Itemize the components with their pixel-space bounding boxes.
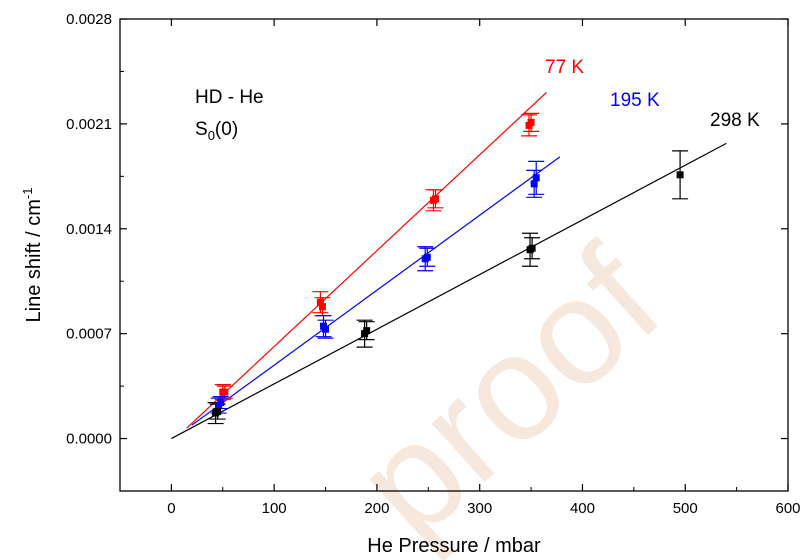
x-tick-label: 0: [167, 500, 175, 517]
fit-line: [171, 142, 727, 440]
data-point: [423, 253, 431, 261]
series-labels: 77 K 195 K 298 K: [545, 57, 760, 131]
data-point: [363, 327, 371, 335]
x-tick-label: 300: [467, 500, 492, 517]
y-axis-title-main: Line shift / cm: [23, 199, 45, 322]
annotation-transition-rest: (0): [215, 119, 238, 140]
y-tick-label: 0.0000: [66, 431, 112, 448]
y-tick-label: 0.0007: [66, 326, 112, 343]
data-point: [527, 118, 535, 126]
y-tick-labels: 0.0000 0.0007 0.0014 0.0021 0.0028: [66, 11, 112, 448]
data-point: [530, 180, 538, 188]
plot-frame: [119, 18, 789, 492]
x-tick-label: 100: [262, 500, 287, 517]
fit-line: [191, 156, 561, 426]
series-label: 298 K: [710, 110, 760, 131]
x-tick-labels: 0 100 200 300 400 500 600: [167, 500, 800, 517]
data-point: [221, 388, 229, 396]
data-point: [318, 303, 326, 311]
data-point: [217, 399, 225, 407]
data-point: [676, 171, 684, 179]
y-tick-label: 0.0021: [66, 116, 112, 133]
fit-line: [186, 91, 547, 429]
y-axis-title-sup: -1: [20, 188, 35, 200]
y-tick-label: 0.0014: [66, 221, 112, 238]
data-point: [322, 325, 330, 333]
x-tick-label: 400: [570, 500, 595, 517]
fit-lines: [171, 91, 727, 440]
x-tick-label: 200: [364, 500, 389, 517]
y-tick-label: 0.0028: [66, 11, 112, 28]
series-label: 77 K: [545, 57, 584, 78]
data-points: [212, 118, 684, 417]
x-tick-label: 600: [775, 500, 800, 517]
x-axis-title: He Pressure / mbar: [367, 535, 541, 557]
annotation-transition-main: S: [195, 119, 208, 140]
data-point: [316, 298, 324, 306]
data-point: [532, 174, 540, 182]
data-point: [432, 195, 440, 203]
annotation-transition-sub: 0: [208, 128, 215, 143]
series-label: 195 K: [610, 90, 660, 111]
data-point: [214, 408, 222, 416]
y-axis-title: Line shift / cm-1: [20, 188, 45, 323]
annotation-transition: S0(0): [195, 119, 238, 143]
annotation-system: HD - He: [195, 87, 264, 108]
axis-ticks: [119, 18, 789, 492]
x-tick-label: 500: [673, 500, 698, 517]
data-point: [528, 244, 536, 252]
